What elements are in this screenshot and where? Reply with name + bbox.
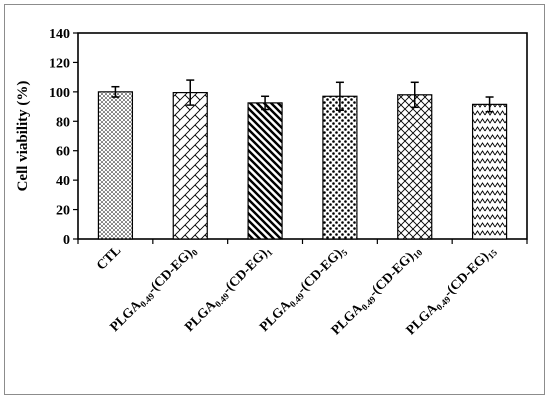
y-tick-label: 20 [56,204,70,219]
bar [97,91,134,240]
bar [172,91,208,240]
y-tick-label: 40 [56,174,70,189]
y-tick-label: 60 [56,145,70,160]
bar [247,102,283,240]
plot-area-border [77,32,528,240]
y-tick-label: 120 [49,56,70,71]
y-tick-label: 100 [49,86,70,101]
bar [322,95,358,240]
y-axis-title: Cell viability (%) [15,81,31,192]
bar [397,94,433,240]
chart-frame: 0 20 40 60 80 100 120 140 Cell viability (%) CTL P… [4,4,545,395]
y-tick-label: 140 [49,27,70,42]
x-tick-label: CTL [93,243,123,273]
y-tick-label: 0 [63,233,70,248]
y-tick-label: 80 [56,115,70,130]
bar [471,103,508,240]
